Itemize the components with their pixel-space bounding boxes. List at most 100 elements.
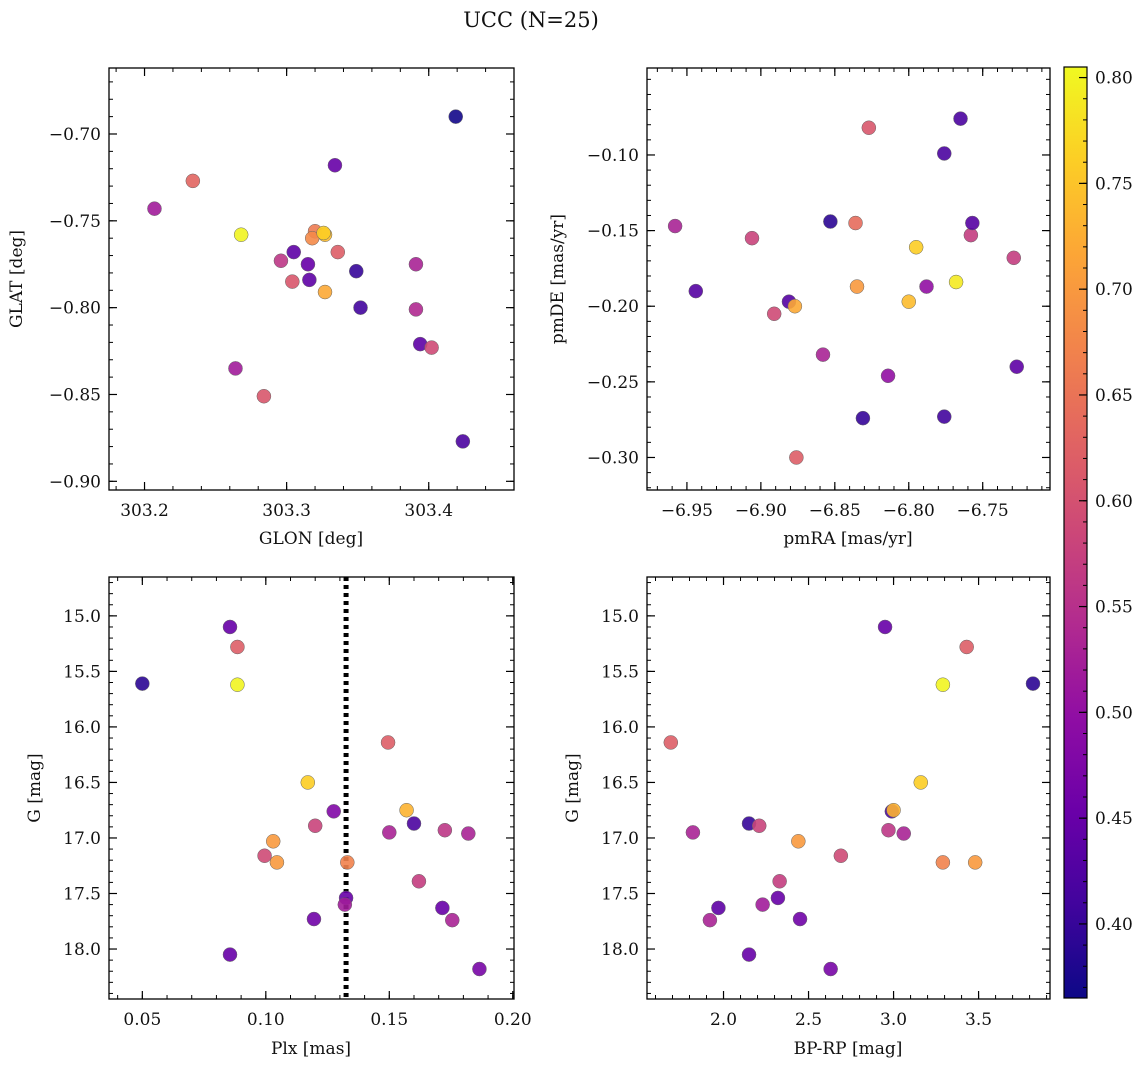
- scatter-point: [787, 298, 803, 314]
- scatter-point: [688, 283, 704, 299]
- scatter-point: [300, 775, 316, 790]
- scatter-point: [791, 834, 806, 849]
- scatter-point: [408, 302, 424, 317]
- scatter-point: [353, 300, 368, 315]
- y-tick-label: −0.75: [49, 212, 101, 232]
- y-tick-label: −0.25: [587, 373, 639, 393]
- scatter-point: [667, 218, 683, 234]
- x-axis-label: pmRA [mas/yr]: [783, 529, 912, 549]
- scatter-point: [663, 735, 679, 750]
- plot-frame: [108, 67, 515, 491]
- scatter-point: [815, 347, 831, 362]
- scatter-point: [307, 818, 323, 834]
- colorbar: 0.40 0.45 0.50 0.55 0.60 0.65 0.70 0.75 0.80: [1063, 66, 1133, 999]
- scatter-point: [285, 274, 300, 289]
- scatter-point: [257, 848, 272, 863]
- colorbar-tick-label: 0.55: [1095, 598, 1133, 618]
- scatter-point: [222, 619, 238, 635]
- y-tick-label: 17.5: [63, 885, 101, 905]
- scatter-point: [411, 874, 427, 889]
- y-tick-label: 15.5: [601, 662, 639, 682]
- scatter-point: [744, 230, 760, 246]
- scatter-point: [185, 173, 201, 189]
- scatter-point: [273, 253, 289, 269]
- scatter-point: [135, 676, 150, 691]
- y-tick-label: 15.0: [63, 607, 101, 627]
- scatter-point: [959, 639, 974, 655]
- y-axis-label: GLAT [deg]: [7, 230, 27, 328]
- scatter-point: [380, 735, 396, 750]
- scatter-point: [702, 912, 718, 928]
- x-tick-label: 303.3: [262, 501, 311, 521]
- scatter-point: [316, 225, 331, 241]
- scatter-point: [849, 279, 865, 294]
- panel-glon-glat: 303.2 303.3 303.4 −0.90 −0.85 −0.80 −0.75 −0.70…: [7, 67, 515, 549]
- scatter-point: [935, 677, 951, 692]
- x-tick-label: 2.0: [710, 1010, 737, 1030]
- scatter-point: [1009, 359, 1024, 374]
- scatter-point: [230, 639, 245, 655]
- scatter-point: [340, 855, 355, 870]
- plot-frame: [646, 576, 1051, 1000]
- scatter-point: [437, 822, 453, 838]
- y-tick-label: −0.85: [49, 385, 101, 405]
- scatter-point: [399, 802, 414, 818]
- scatter-point: [222, 947, 238, 962]
- y-tick-label: 16.5: [63, 773, 101, 793]
- colorbar-tick-label: 0.60: [1095, 492, 1133, 512]
- x-axis-label: BP-RP [mag]: [794, 1039, 903, 1059]
- scatter-point: [461, 826, 476, 841]
- colorbar-bar: [1063, 66, 1088, 999]
- scatter-point: [741, 947, 757, 962]
- scatter-point: [300, 256, 316, 272]
- scatter-point: [455, 434, 471, 449]
- scatter-point: [886, 802, 901, 818]
- y-tick-label: 16.0: [63, 718, 101, 738]
- y-tick-label: −0.20: [587, 297, 639, 317]
- x-axis-label: GLON [deg]: [259, 529, 363, 549]
- scatter-point: [965, 215, 980, 231]
- y-axis-label: G [mag]: [563, 753, 583, 822]
- y-axis-label: G [mag]: [25, 753, 45, 822]
- scatter-point: [233, 227, 249, 242]
- scatter-point: [256, 388, 272, 404]
- scatter-point: [919, 279, 934, 294]
- panel-pmra-pmde: −6.95 −6.90 −6.85 −6.80 −6.75 −0.30 −0.25 −0.20…: [548, 67, 1051, 549]
- y-tick-label: 18.0: [63, 940, 101, 960]
- y-tick-label: −0.70: [49, 125, 101, 145]
- scatter-point: [913, 775, 929, 790]
- y-tick-label: 15.5: [63, 662, 101, 682]
- scatter-point: [755, 897, 770, 912]
- scatter-point: [848, 215, 863, 231]
- scatter-point: [766, 306, 782, 322]
- x-tick-label: −6.90: [735, 501, 787, 521]
- scatter-point: [937, 146, 952, 161]
- scatter-point: [963, 227, 979, 243]
- panel-plx-g: 0.05 0.10 0.15 0.20 15.0 15.5 16.0 16.5 17.0 17.5…: [25, 576, 532, 1059]
- scatter-point: [445, 912, 460, 928]
- scatter-point: [1006, 250, 1022, 266]
- x-tick-label: 0.15: [370, 1010, 408, 1030]
- scatter-point: [408, 256, 424, 272]
- panel-bprp-g: 2.0 2.5 3.0 3.5 15.0 15.5 16.0 16.5 17.0 17.5 18.0…: [563, 576, 1051, 1059]
- scatter-point: [967, 855, 983, 870]
- y-tick-label: −0.90: [49, 472, 101, 492]
- scatter-point: [881, 822, 896, 838]
- scatter-point: [302, 272, 317, 288]
- y-tick-label: 17.0: [63, 829, 101, 849]
- scatter-point: [448, 109, 463, 124]
- scatter-point: [382, 825, 397, 840]
- y-tick-label: 18.0: [601, 940, 639, 960]
- scatter-point: [855, 410, 871, 426]
- scatter-point: [147, 201, 162, 216]
- x-tick-label: 0.10: [247, 1010, 285, 1030]
- scatter-point: [269, 855, 285, 870]
- scatter-point: [833, 848, 849, 863]
- y-tick-label: −0.10: [587, 146, 639, 166]
- y-tick-label: −0.15: [587, 222, 639, 242]
- scatter-point: [751, 818, 767, 834]
- scatter-point: [823, 961, 838, 977]
- colorbar-tick-label: 0.75: [1095, 174, 1133, 194]
- y-axis-label: pmDE [mas/yr]: [548, 214, 568, 344]
